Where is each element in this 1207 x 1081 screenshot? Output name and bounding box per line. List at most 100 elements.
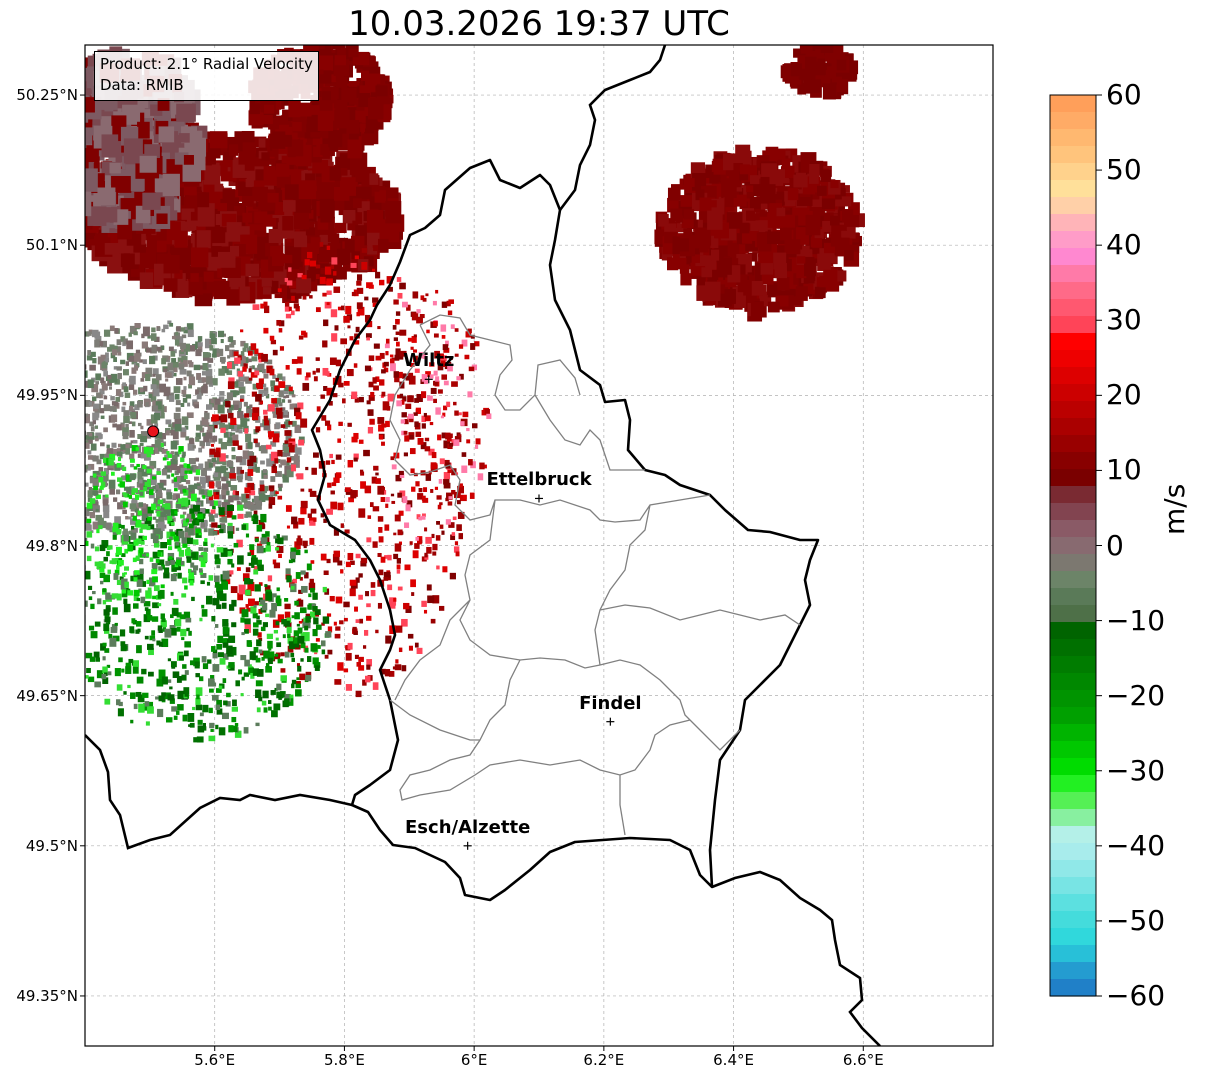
echo-cell xyxy=(55,463,62,471)
echo-cell xyxy=(267,651,275,661)
echo-cell xyxy=(103,461,109,466)
echo-cell xyxy=(331,482,337,487)
echo-cell xyxy=(270,245,283,257)
echo-cell xyxy=(182,397,188,403)
echo-cell xyxy=(439,605,445,611)
echo-cell xyxy=(300,102,312,117)
echo-cell xyxy=(254,352,259,357)
echo-cell xyxy=(75,476,79,481)
echo-cell xyxy=(72,501,76,506)
echo-cell xyxy=(326,278,333,286)
echo-cell xyxy=(264,585,271,592)
echo-cell xyxy=(88,486,93,491)
echo-cell xyxy=(306,372,311,378)
echo-cell xyxy=(148,393,153,399)
echo-cell xyxy=(469,492,475,499)
echo-cell xyxy=(386,276,393,284)
echo-cell xyxy=(272,464,276,468)
echo-cell xyxy=(805,256,815,267)
echo-cell xyxy=(380,556,386,563)
echo-cell xyxy=(274,385,280,392)
echo-cell xyxy=(122,431,129,440)
echo-cell xyxy=(79,450,85,456)
echo-cell xyxy=(123,190,137,202)
echo-cell xyxy=(262,383,267,388)
echo-cell xyxy=(34,374,38,379)
echo-cell xyxy=(131,367,137,374)
echo-cell xyxy=(684,178,695,188)
echo-cell xyxy=(166,508,173,517)
echo-cell xyxy=(136,645,142,654)
echo-cell xyxy=(106,444,110,449)
echo-cell xyxy=(721,178,737,198)
echo-cell xyxy=(425,293,429,297)
echo-cell xyxy=(328,390,333,394)
echo-cell xyxy=(166,489,172,495)
echo-cell xyxy=(276,319,282,326)
echo-cell xyxy=(363,56,376,67)
echo-cell xyxy=(212,460,218,465)
echo-cell xyxy=(680,273,692,286)
echo-cell xyxy=(186,323,194,331)
echo-cell xyxy=(252,407,260,417)
echo-cell xyxy=(368,381,374,388)
echo-cell xyxy=(394,354,400,361)
echo-cell xyxy=(389,599,396,609)
echo-cell xyxy=(467,328,472,334)
echo-cell xyxy=(299,673,306,681)
echo-cell xyxy=(356,312,360,317)
echo-cell xyxy=(467,391,473,398)
echo-cell xyxy=(183,327,190,334)
echo-cell xyxy=(87,676,95,683)
echo-cell xyxy=(226,440,233,447)
echo-cell xyxy=(446,401,451,408)
echo-cell xyxy=(216,604,222,610)
echo-cell xyxy=(304,259,310,266)
echo-cell xyxy=(18,473,21,477)
echo-cell xyxy=(115,489,121,495)
echo-cell xyxy=(441,335,446,339)
echo-cell xyxy=(321,622,325,626)
echo-cell xyxy=(354,255,359,260)
echo-cell xyxy=(101,134,119,158)
echo-cell xyxy=(837,270,847,282)
echo-cell xyxy=(836,59,847,71)
echo-cell xyxy=(158,446,162,452)
echo-cell xyxy=(258,358,262,363)
echo-cell xyxy=(237,513,244,519)
echo-cell xyxy=(400,419,406,424)
echo-cell xyxy=(210,398,215,404)
echo-cell xyxy=(128,421,132,424)
echo-cell xyxy=(337,438,342,443)
echo-cell xyxy=(276,545,284,553)
echo-cell xyxy=(93,651,100,658)
echo-cell xyxy=(263,415,268,421)
echo-cell xyxy=(344,487,351,493)
echo-cell xyxy=(240,469,245,474)
echo-cell xyxy=(284,611,291,619)
echo-cell xyxy=(103,404,111,412)
echo-cell xyxy=(284,301,290,307)
echo-cell xyxy=(390,358,395,365)
echo-cell xyxy=(319,198,335,218)
echo-cell xyxy=(391,464,397,470)
echo-cell xyxy=(58,367,62,373)
echo-cell xyxy=(245,179,255,188)
echo-cell xyxy=(751,280,763,296)
echo-cell xyxy=(196,736,204,743)
echo-cell xyxy=(293,231,308,248)
echo-cell xyxy=(128,384,135,390)
echo-cell xyxy=(73,371,78,376)
echo-cell xyxy=(162,627,167,632)
echo-cell xyxy=(369,173,379,185)
echo-cell xyxy=(421,423,426,429)
echo-cell xyxy=(243,672,250,677)
echo-cell xyxy=(261,470,268,479)
echo-cell xyxy=(117,502,123,510)
echo-cell xyxy=(18,417,23,423)
echo-cell xyxy=(270,380,276,387)
echo-cell xyxy=(433,370,438,376)
echo-cell xyxy=(260,537,268,545)
echo-cell xyxy=(776,191,787,206)
echo-cell xyxy=(790,78,802,89)
